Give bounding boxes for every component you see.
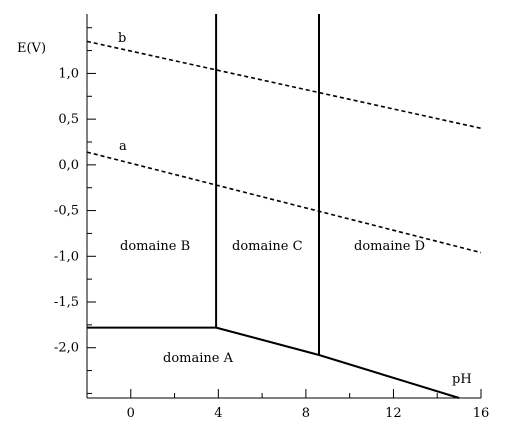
series-line-b — [86, 40, 482, 130]
series-lines — [86, 14, 482, 399]
y-tick-label: -1,5 — [54, 295, 79, 310]
series-label-a: a — [119, 139, 127, 154]
ticks: 1,0 0,5 0,0 -0,5 -1,0 -1,5 -2,0 0 4 8 12 16 — [54, 27, 490, 421]
x-tick-label: 4 — [214, 406, 222, 421]
series-label-b: b — [118, 31, 126, 46]
boundary-line-3 — [215, 326, 460, 399]
labels: E(V) pH b a domaine A domaine B domaine … — [17, 31, 472, 387]
y-tick-label: -1,0 — [54, 249, 79, 264]
annotation-domaine-d: domaine D — [354, 239, 425, 254]
x-tick-label: 12 — [385, 406, 402, 421]
series-line-a — [86, 151, 482, 254]
y-tick-label: -0,5 — [54, 204, 79, 219]
y-tick-label: 0,5 — [58, 112, 79, 127]
x-tick-label: 16 — [473, 406, 490, 421]
annotation-domaine-c: domaine C — [232, 239, 303, 254]
x-tick-label: 0 — [127, 406, 135, 421]
annotation-domaine-b: domaine B — [120, 239, 190, 254]
axes — [86, 14, 481, 399]
x-tick-label: 8 — [302, 406, 310, 421]
y-tick-label: -2,0 — [54, 341, 79, 356]
y-axis-label: E(V) — [17, 41, 46, 56]
y-tick-label: 0,0 — [58, 158, 79, 173]
x-axis-label: pH — [452, 372, 472, 387]
y-tick-label: 1,0 — [58, 66, 79, 81]
annotation-domaine-a: domaine A — [163, 351, 234, 366]
